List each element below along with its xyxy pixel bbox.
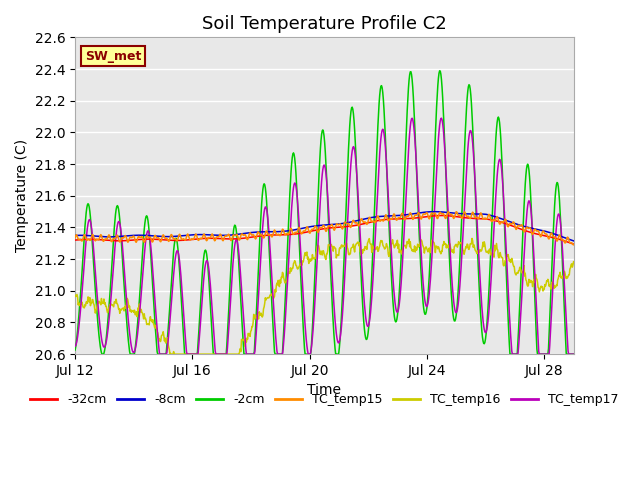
Title: Soil Temperature Profile C2: Soil Temperature Profile C2 [202,15,447,33]
Text: SW_met: SW_met [85,49,141,62]
Y-axis label: Temperature (C): Temperature (C) [15,139,29,252]
Legend: -32cm, -8cm, -2cm, TC_temp15, TC_temp16, TC_temp17: -32cm, -8cm, -2cm, TC_temp15, TC_temp16,… [25,388,624,411]
X-axis label: Time: Time [307,384,341,397]
